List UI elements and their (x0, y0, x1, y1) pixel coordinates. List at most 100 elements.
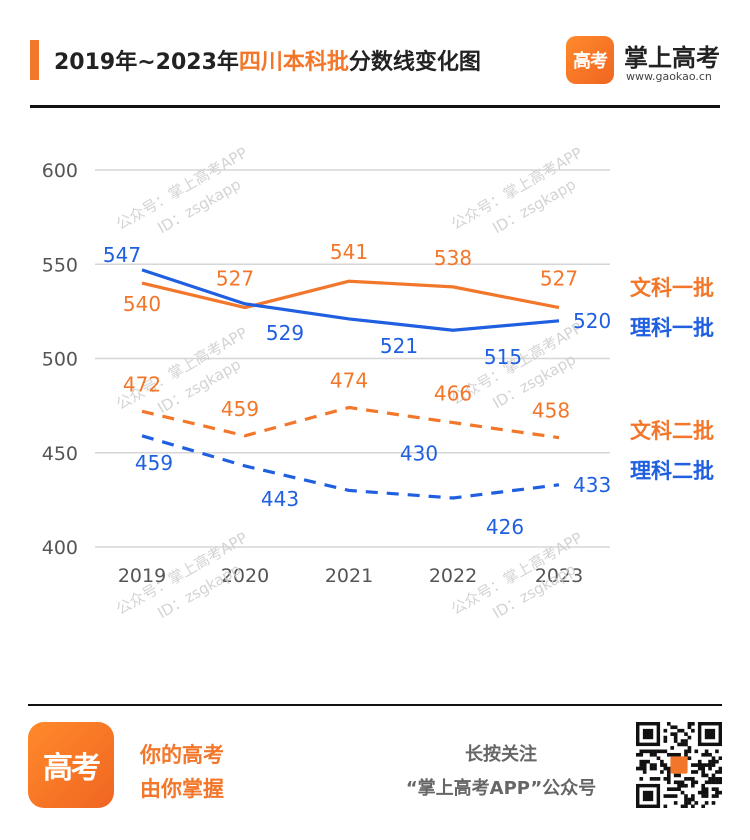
qr-module (691, 728, 695, 733)
qr-module (680, 790, 685, 795)
data-label: 538 (434, 246, 472, 270)
qr-module (649, 777, 654, 781)
qr-module (639, 766, 644, 771)
qr-module (670, 787, 675, 791)
qr-module (715, 794, 719, 798)
qr-module (677, 780, 681, 785)
title-suffix: 分数线变化图 (348, 50, 481, 75)
data-label: 527 (540, 267, 578, 291)
qr-module (656, 756, 661, 761)
qr-center-logo (670, 756, 688, 774)
data-label: 472 (123, 372, 161, 396)
qr-module (701, 783, 705, 788)
qr-module (684, 742, 688, 747)
qr-finder (704, 728, 716, 740)
qr-module (636, 752, 640, 757)
qr-code-icon[interactable] (636, 722, 722, 808)
qr-module (687, 735, 692, 740)
qr-module (666, 770, 671, 774)
qr-module (663, 749, 668, 754)
qr-module (663, 766, 668, 771)
brand-logo-icon: 高考 (566, 36, 614, 84)
title-prefix: 2019年~2023年 (54, 50, 239, 75)
qr-module (666, 787, 671, 791)
slogan-line-1: 你的高考 (140, 743, 224, 767)
qr-module (711, 787, 716, 791)
qr-module (660, 770, 664, 774)
qr-module (704, 752, 709, 757)
qr-module (670, 752, 675, 757)
qr-module (642, 749, 647, 754)
series-line (141, 268, 560, 332)
brand-name: 掌上高考 (624, 44, 720, 72)
data-label: 527 (216, 267, 254, 291)
qr-module (691, 780, 695, 785)
qr-module (701, 790, 705, 795)
qr-module (660, 763, 664, 767)
qr-module (708, 752, 712, 757)
qr-module (701, 752, 705, 757)
qr-module (715, 759, 719, 764)
qr-module (718, 756, 722, 761)
qr-module (663, 777, 668, 781)
qr-module (684, 801, 688, 805)
qr-module (697, 759, 702, 764)
qr-module (691, 777, 695, 781)
qr-module (704, 790, 709, 795)
qr-module (715, 780, 719, 785)
qr-module (677, 742, 681, 747)
qr-module (711, 759, 716, 764)
qr-module (684, 739, 688, 743)
x-tick-label: 2021 (325, 565, 373, 587)
data-label: 458 (532, 399, 570, 423)
qr-module (711, 773, 716, 778)
slogan-line-2: 由你掌握 (140, 777, 224, 801)
qr-module (663, 804, 668, 808)
qr-module (673, 752, 678, 757)
qr-module (642, 763, 647, 767)
y-tick-label: 500 (42, 349, 78, 371)
qr-module (718, 770, 722, 774)
qr-module (701, 766, 705, 771)
qr-module (677, 773, 681, 778)
qr-module (691, 804, 695, 808)
qr-module (642, 766, 647, 771)
data-label: 541 (330, 240, 368, 264)
qr-module (691, 794, 695, 798)
legend-item: 文科二批 (630, 419, 714, 443)
page-title: 2019年~2023年四川本科批分数线变化图 (54, 44, 481, 76)
qr-module (715, 790, 719, 795)
qr-module (694, 763, 699, 767)
qr-module (691, 763, 695, 767)
qr-module (666, 722, 671, 726)
qr-module (677, 787, 681, 791)
qr-module (660, 749, 664, 754)
qr-module (704, 773, 709, 778)
qr-module (677, 728, 681, 733)
qr-module (687, 725, 692, 730)
qr-module (673, 735, 678, 740)
follow-prompt: 长按关注 “掌上高考APP”公众号 (376, 738, 626, 806)
qr-module (639, 752, 644, 757)
qr-module (649, 766, 654, 771)
footer-divider (28, 704, 722, 706)
qr-module (666, 773, 671, 778)
qr-module (673, 780, 678, 785)
qr-module (684, 797, 688, 802)
x-tick-label: 2023 (535, 565, 583, 587)
qr-module (704, 794, 709, 798)
data-label: 459 (221, 397, 259, 421)
qr-module (649, 749, 654, 754)
y-tick-label: 450 (42, 443, 78, 465)
qr-module (711, 780, 716, 785)
qr-module (694, 780, 699, 785)
qr-module (670, 746, 675, 750)
series-line (141, 405, 560, 440)
qr-module (677, 783, 681, 788)
qr-module (680, 804, 685, 808)
qr-module (653, 763, 657, 767)
data-label: 466 (434, 382, 472, 406)
x-tick-label: 2022 (429, 565, 477, 587)
